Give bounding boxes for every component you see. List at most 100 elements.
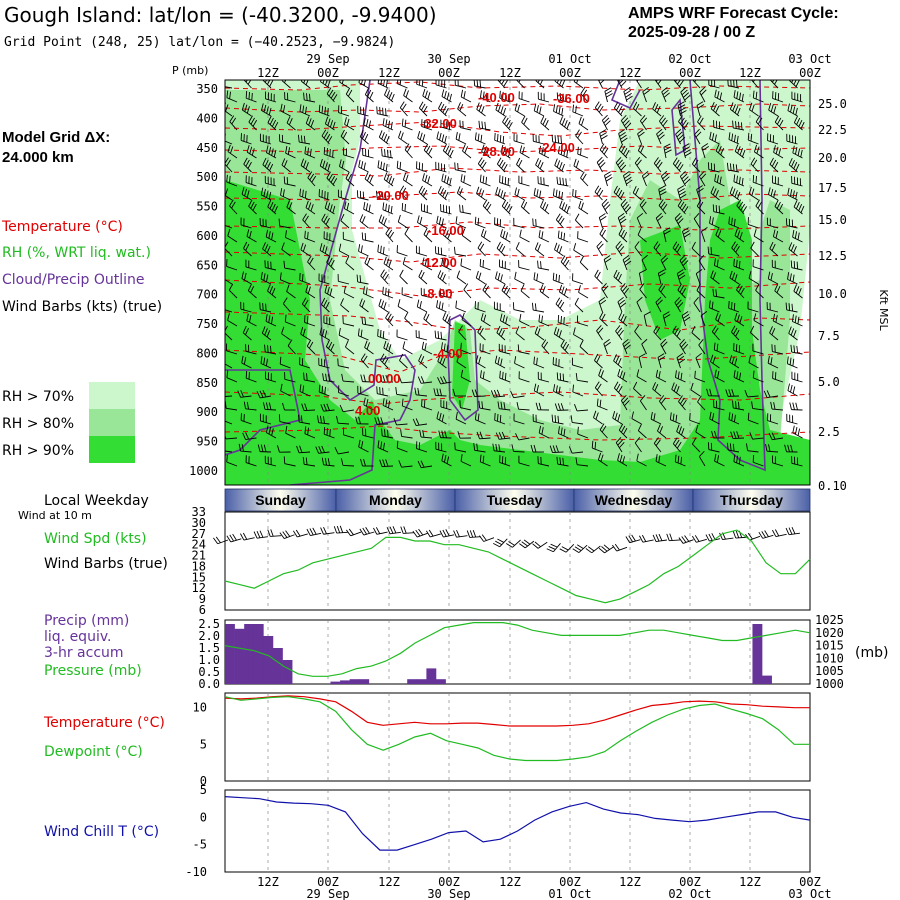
wind-barb [729, 270, 740, 285]
wind-barb [358, 80, 369, 89]
wind-barb [460, 454, 472, 467]
wind-barb [281, 80, 291, 89]
wind-barb [674, 454, 686, 467]
wind-barb [617, 453, 628, 467]
wind-barb [674, 212, 684, 229]
wind-barb [613, 381, 623, 397]
wind-barb [240, 532, 255, 541]
height-tick: 10.0 [818, 287, 847, 301]
isotherm-label: 4.00 [355, 403, 380, 418]
wind-barb [599, 227, 608, 243]
wind-barb [480, 228, 491, 243]
wind-barb [460, 342, 472, 355]
pressure-tick: 1020 [815, 626, 844, 640]
wind-barb [574, 297, 584, 313]
wind-barb [474, 216, 486, 229]
wind-barb [455, 411, 467, 425]
wind-barb [553, 384, 564, 397]
wind-barb [479, 174, 491, 187]
precip-tick-labels: 2.52.01.51.00.50.0 [198, 617, 220, 691]
wind-barb [322, 373, 335, 383]
wind-barb [674, 296, 684, 313]
wind-barb [261, 326, 272, 341]
wind-barb [453, 529, 468, 538]
temperature-tick-labels: 10 5 0 [193, 701, 207, 788]
wind-barb [229, 115, 238, 131]
wind-barb [728, 132, 740, 145]
wind-barb [772, 455, 784, 467]
pressure-tick: 800 [196, 346, 218, 360]
wind-barb [732, 400, 745, 411]
wind-barb [613, 354, 623, 369]
wind-barb [499, 313, 511, 327]
wind-barb [359, 298, 369, 313]
wind-barb [552, 272, 564, 285]
wind-barb [732, 120, 745, 131]
windchill-tick: 5 [200, 783, 207, 797]
wind-barb [317, 415, 330, 425]
wind-barb [419, 429, 433, 439]
top-hour-label: 00Z [438, 66, 460, 80]
wind-barb [620, 394, 630, 411]
wind-barb [476, 102, 486, 117]
wind-barb [345, 255, 355, 271]
wind-barb [622, 338, 631, 355]
wind-barb [363, 201, 374, 215]
wind-barb [666, 533, 681, 542]
wind-barb [497, 80, 508, 89]
pressure-tick: 550 [196, 200, 218, 214]
wind-barb [572, 544, 588, 553]
wind-barb [706, 388, 720, 397]
wind-barb [676, 269, 686, 285]
wind-barb [439, 288, 452, 299]
wind-barb [460, 89, 472, 103]
wind-barb [475, 355, 486, 369]
wind-barb [324, 285, 335, 299]
station-title: Gough Island: lat/lon = (-40.3200, -9.94… [4, 3, 437, 27]
wind-barb [364, 172, 374, 187]
precip-tick: 1.5 [198, 641, 220, 655]
weekday-label: Monday [369, 492, 422, 508]
wind-barb [473, 80, 486, 89]
wind-barb [769, 241, 779, 257]
wind-barb [396, 440, 408, 453]
wind-barb [493, 538, 508, 548]
wind-barb [225, 309, 233, 313]
wind-barb [306, 527, 322, 536]
wind-barb [785, 218, 798, 229]
wind-barb [421, 399, 433, 411]
wind-barb [639, 283, 647, 299]
wind-barb [521, 115, 530, 131]
wind-barb [284, 314, 296, 327]
wind-barb [262, 242, 272, 257]
wind-barb [553, 326, 564, 341]
wind-barb [639, 199, 647, 215]
wind-barb [733, 454, 745, 467]
wind-barb [532, 414, 545, 425]
wind-barb [691, 157, 701, 173]
wind-barb [238, 443, 252, 453]
wind-barb [357, 328, 369, 341]
wind-barb [286, 116, 296, 131]
wind-barb [657, 353, 666, 369]
top-hour-label: 00Z [679, 66, 701, 80]
wind-barb [378, 130, 390, 145]
wind-barb [788, 157, 800, 173]
bottom-hour-label: 00Z [679, 875, 701, 889]
wind-barb [577, 426, 589, 439]
wind-barb [695, 269, 703, 285]
wind-barb [620, 198, 632, 215]
wind-barb [397, 214, 408, 229]
wind-barb [265, 91, 277, 103]
wind-barb [715, 312, 725, 327]
precip-bar [426, 668, 437, 684]
wind-barb [709, 216, 720, 229]
wind-tick: 15 [192, 570, 206, 584]
wind-barb [279, 272, 291, 285]
wind-barb [641, 170, 650, 187]
wind-barb [471, 389, 486, 398]
wind-barb [226, 90, 238, 103]
wind-barb [514, 103, 525, 117]
wind-barb [788, 242, 798, 257]
